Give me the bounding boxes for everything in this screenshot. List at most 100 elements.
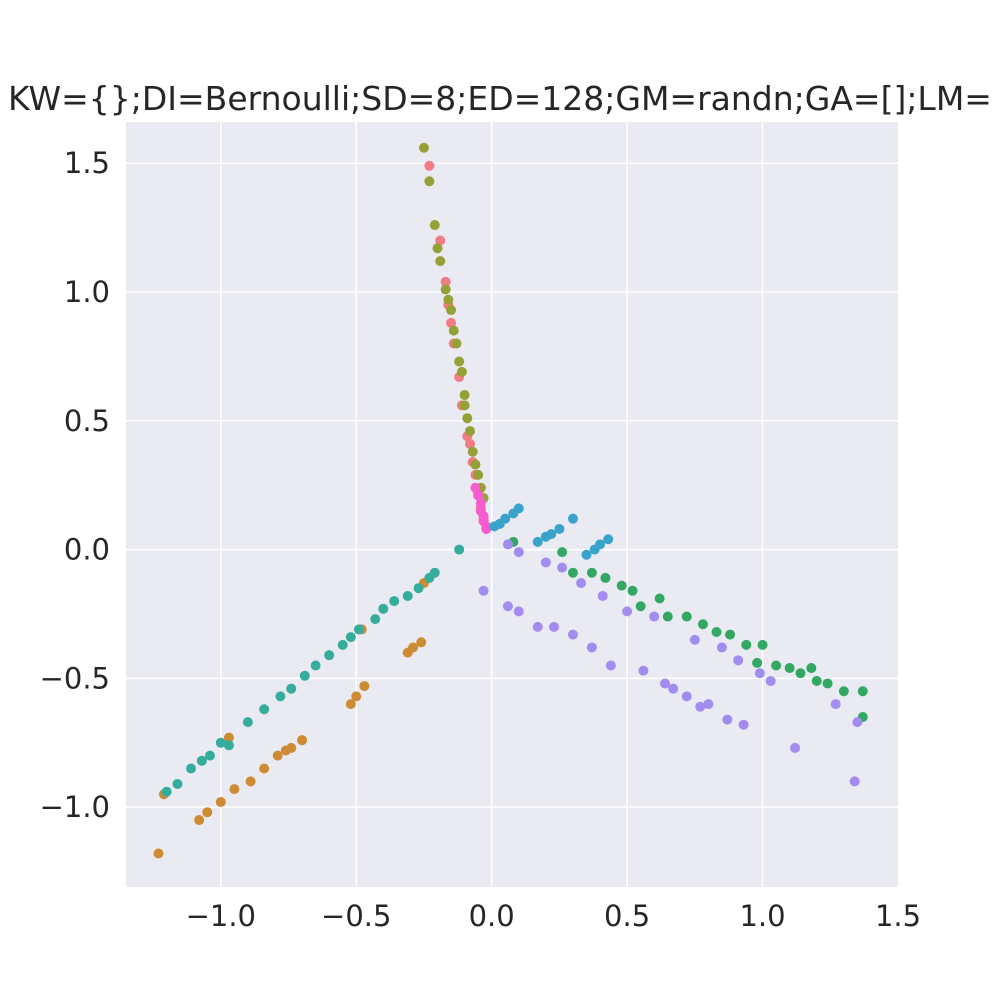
data-point-series-7 — [194, 815, 205, 826]
data-point-series-6 — [586, 642, 597, 653]
data-point-series-4 — [603, 534, 614, 545]
data-point-series-7 — [359, 681, 370, 692]
data-point-series-1 — [446, 317, 457, 328]
data-point-series-5 — [654, 593, 665, 604]
data-point-series-6 — [703, 699, 714, 710]
data-point-series-2 — [440, 284, 451, 295]
x-gridlines — [220, 122, 764, 887]
data-point-series-1 — [465, 438, 476, 449]
data-point-series-6 — [649, 611, 660, 622]
data-point-series-5 — [741, 639, 752, 650]
data-point-series-2 — [462, 413, 473, 424]
data-point-series-8 — [161, 786, 172, 797]
data-point-series-6 — [681, 691, 692, 702]
data-point-series-3 — [475, 498, 486, 509]
y-tick-labels: −1.0 −0.5 0.0 0.5 1.0 1.5 — [40, 146, 110, 824]
data-point-series-5 — [784, 663, 795, 674]
data-point-series-2 — [465, 426, 476, 437]
data-point-series-5 — [616, 580, 627, 591]
data-point-series-8 — [275, 691, 286, 702]
data-point-series-6 — [765, 675, 776, 686]
data-point-series-2 — [448, 325, 459, 336]
x-tick-label: 0.0 — [469, 899, 515, 933]
data-point-series-4 — [513, 503, 524, 514]
data-point-series-8 — [186, 763, 197, 774]
data-point-series-8 — [242, 717, 253, 728]
data-point-series-5 — [857, 686, 868, 697]
data-point-series-7 — [345, 699, 356, 710]
data-point-series-5 — [752, 657, 763, 668]
y-tick-label: 1.0 — [64, 275, 110, 309]
data-point-series-8 — [370, 614, 381, 625]
data-point-series-2 — [418, 142, 429, 153]
data-point-series-6 — [557, 562, 568, 573]
data-point-series-8 — [429, 567, 440, 578]
data-point-series-3 — [481, 523, 492, 534]
y-tick-label: 0.5 — [64, 404, 110, 438]
data-point-series-6 — [660, 678, 671, 689]
x-tick-label: −1.0 — [186, 899, 256, 933]
data-point-series-2 — [454, 356, 465, 367]
data-point-series-5 — [600, 572, 611, 583]
data-point-series-8 — [204, 750, 215, 761]
plot-area — [126, 122, 898, 887]
data-point-series-6 — [576, 578, 587, 589]
data-point-series-6 — [513, 606, 524, 617]
data-point-series-7 — [229, 784, 240, 795]
data-point-series-7 — [416, 637, 427, 648]
data-point-series-8 — [454, 544, 465, 555]
data-point-series-8 — [378, 603, 389, 614]
data-point-series-2 — [459, 400, 470, 411]
data-point-series-6 — [716, 642, 727, 653]
data-point-series-5 — [711, 627, 722, 637]
x-tick-label: 0.5 — [604, 899, 650, 933]
data-point-series-6 — [668, 683, 679, 694]
data-point-series-6 — [754, 668, 765, 679]
y-tick-label: 1.5 — [64, 146, 110, 180]
data-point-series-6 — [548, 621, 559, 632]
data-point-series-7 — [351, 691, 362, 702]
data-point-series-6 — [638, 665, 649, 676]
data-point-series-7 — [272, 750, 283, 761]
data-point-series-8 — [299, 670, 310, 681]
data-point-series-8 — [413, 583, 424, 594]
data-point-series-7 — [259, 763, 270, 774]
data-point-series-6 — [790, 742, 801, 753]
data-point-series-8 — [324, 650, 335, 661]
data-point-series-5 — [771, 660, 782, 671]
data-point-series-6 — [567, 629, 578, 640]
data-point-series-1 — [424, 160, 435, 171]
chart-title: KW={};DI=Bernoulli;SD=8;ED=128;GM=randn;… — [8, 79, 992, 118]
data-point-series-7 — [286, 742, 297, 753]
data-point-series-5 — [567, 567, 578, 578]
data-point-series-6 — [502, 601, 513, 612]
data-point-series-1 — [435, 235, 446, 246]
data-point-series-5 — [662, 611, 673, 622]
data-point-series-5 — [586, 567, 597, 578]
data-point-series-5 — [557, 547, 568, 558]
data-point-series-2 — [456, 366, 467, 377]
data-point-series-5 — [806, 663, 817, 674]
data-point-series-5 — [681, 611, 692, 622]
data-point-series-5 — [838, 686, 849, 697]
data-point-series-2 — [473, 469, 484, 480]
data-points — [153, 142, 868, 859]
data-point-series-6 — [722, 714, 733, 725]
data-point-series-4 — [554, 523, 565, 534]
data-point-series-5 — [757, 639, 768, 650]
data-point-series-6 — [830, 699, 841, 710]
data-point-series-8 — [389, 596, 400, 607]
data-point-series-8 — [353, 624, 364, 635]
data-point-series-4 — [500, 513, 511, 524]
data-point-series-2 — [424, 176, 435, 187]
data-point-series-2 — [451, 338, 462, 349]
data-point-series-8 — [259, 704, 270, 715]
data-point-series-6 — [478, 585, 489, 596]
data-point-series-2 — [459, 390, 470, 401]
data-point-series-2 — [443, 294, 454, 305]
data-point-series-1 — [440, 276, 451, 287]
data-point-series-2 — [432, 243, 443, 254]
data-point-series-8 — [337, 639, 348, 650]
data-point-series-6 — [540, 557, 551, 568]
